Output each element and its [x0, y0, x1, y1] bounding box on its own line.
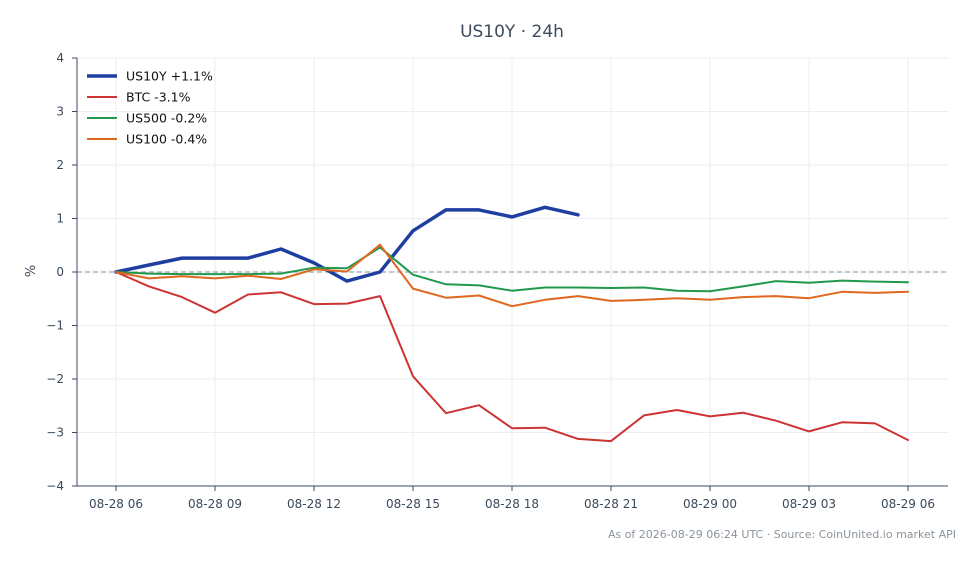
- y-tick-label: 4: [56, 51, 64, 65]
- series-line-1: [115, 271, 909, 443]
- series-line-2: [115, 246, 909, 293]
- x-tick-label: 08-28 21: [584, 497, 638, 511]
- x-tick-label: 08-29 03: [782, 497, 836, 511]
- legend-label: US500 -0.2%: [126, 111, 207, 126]
- x-tick-label: 08-28 12: [287, 497, 341, 511]
- y-axis-label: %: [24, 265, 39, 277]
- y-tick-label: 0: [56, 265, 64, 279]
- x-tick-label: 08-28 06: [89, 497, 143, 511]
- y-tick-label: 3: [56, 105, 64, 119]
- legend-label: US10Y +1.1%: [126, 69, 213, 84]
- chart-title: US10Y · 24h: [460, 22, 564, 42]
- y-tick-label: −4: [46, 479, 64, 493]
- x-tick-label: 08-28 15: [386, 497, 440, 511]
- legend-label: US100 -0.4%: [126, 132, 207, 147]
- legend-label: BTC -3.1%: [126, 90, 191, 105]
- x-tick-label: 08-28 09: [188, 497, 242, 511]
- series-line-0: [114, 205, 580, 283]
- y-tick-label: 1: [56, 212, 64, 226]
- x-tick-label: 08-29 06: [881, 497, 935, 511]
- legend: US10Y +1.1% BTC -3.1% US500 -0.2% US100 -0.…: [87, 69, 213, 147]
- y-tick-label: 2: [56, 158, 64, 172]
- y-tick-label: −2: [46, 372, 64, 386]
- y-tick-labels: 4 3 2 1 0 −1 −2 −3 −4: [46, 51, 77, 493]
- series-line-3: [115, 243, 909, 308]
- x-tick-label: 08-28 18: [485, 497, 539, 511]
- series-lines: [114, 205, 909, 443]
- footer-note: As of 2026-08-29 06:24 UTC · Source: Coi…: [608, 528, 956, 541]
- x-tick-labels: 08-28 06 08-28 09 08-28 12 08-28 15 08-28 18…: [89, 486, 935, 511]
- x-tick-label: 08-29 00: [683, 497, 737, 511]
- y-tick-label: −3: [46, 426, 64, 440]
- y-tick-label: −1: [46, 319, 64, 333]
